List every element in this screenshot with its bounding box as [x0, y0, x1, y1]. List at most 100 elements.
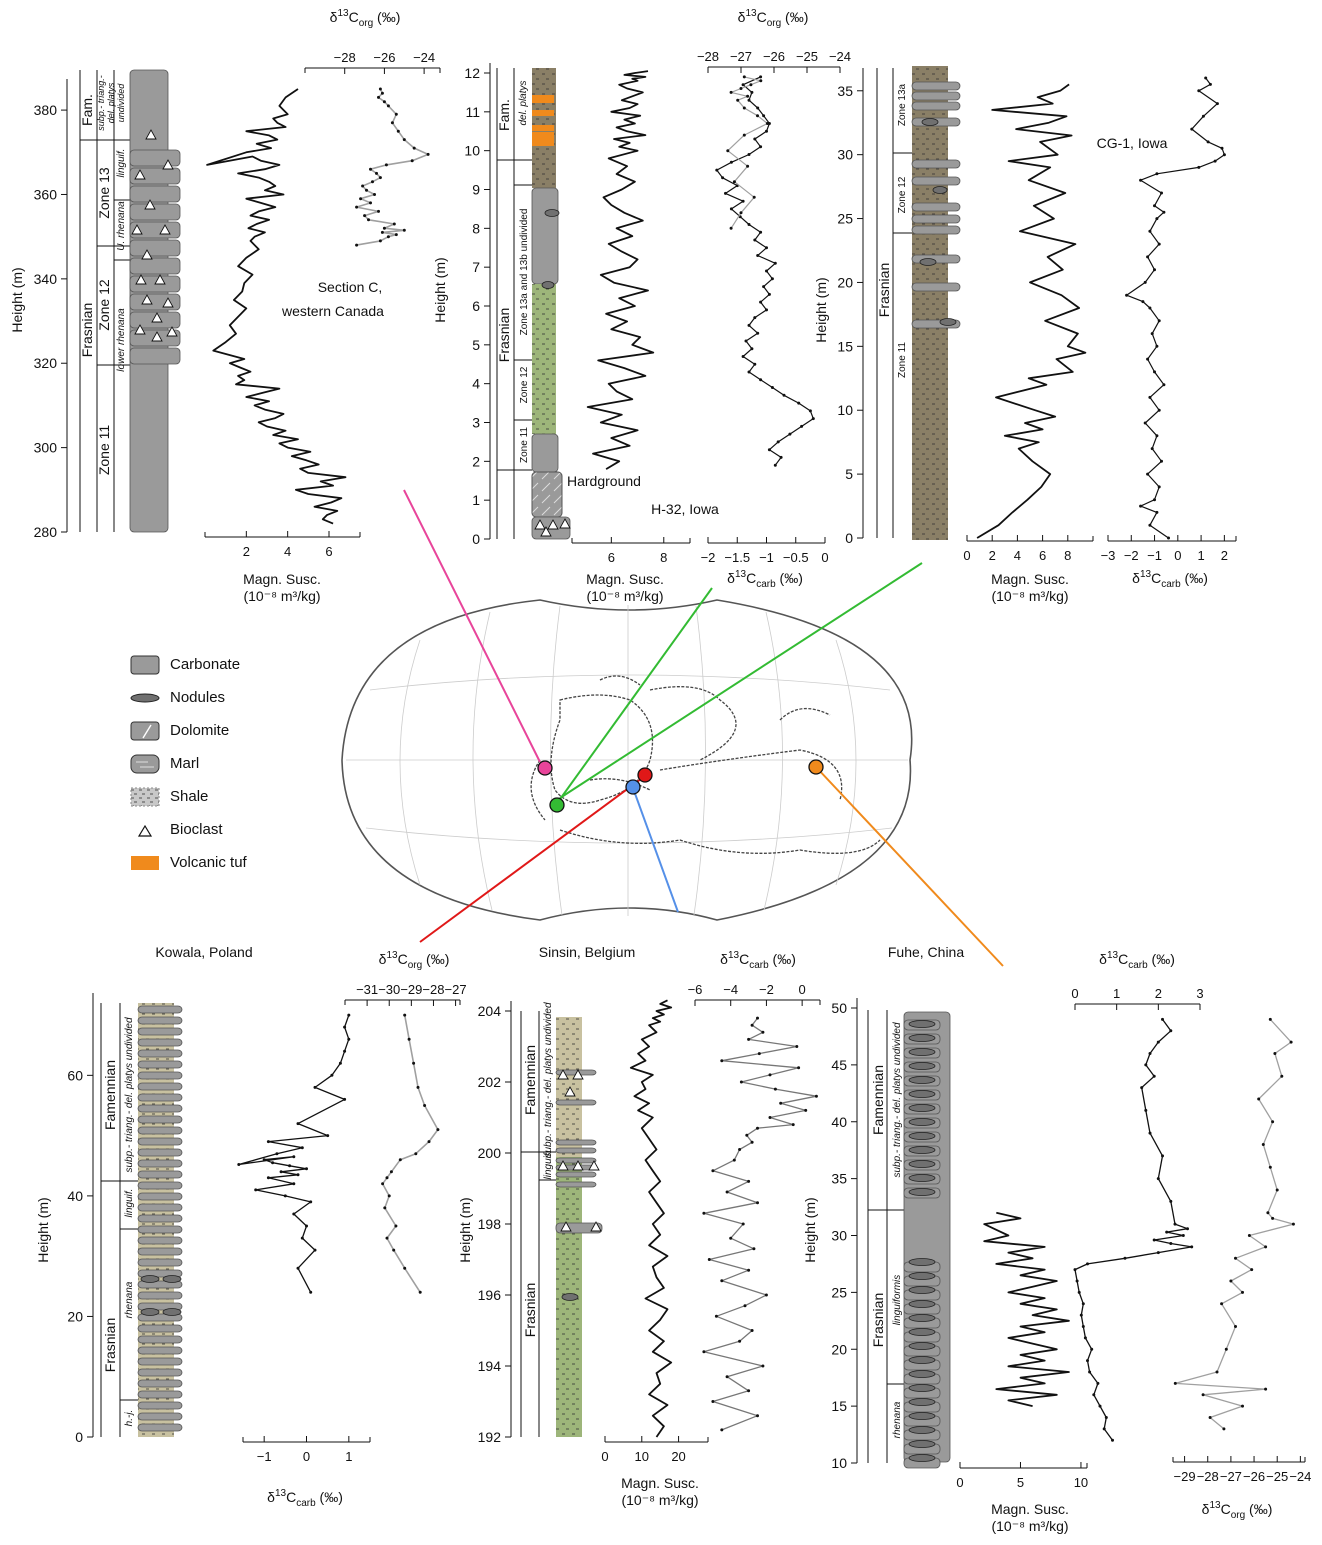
cg1-dccarb-point [1162, 210, 1166, 214]
h32-dccarb-point [767, 448, 771, 452]
h32-dccarb-point [811, 417, 815, 421]
cg1-lithology-column: 0 5 10 15 20 25 30 35 Height (m) Frasnian Zone 13a… [813, 66, 961, 546]
canada-dcorg-point [371, 180, 374, 184]
y-tick-label: 40 [831, 1114, 847, 1130]
sinsin-dccarb-point [750, 1329, 754, 1332]
cg1-dccarb-point [1150, 447, 1154, 451]
fuhe-dcorg-point [1266, 1211, 1270, 1215]
kowala-dccarb-point [296, 1173, 300, 1177]
legend-item-shale: Shale [130, 780, 290, 813]
fuhe-dccarb-point [1075, 1279, 1079, 1283]
carbonate-bed [129, 185, 181, 203]
fuhe-dccarb-point [1081, 1325, 1085, 1328]
fuhe-dccarb-point [1077, 1290, 1081, 1294]
y-tick-label: 7 [472, 259, 480, 275]
sinsin-dccarb-point [797, 1066, 801, 1070]
fuhe-dcorg-point [1220, 1302, 1224, 1306]
canada-title-l2: western Canada [281, 303, 384, 319]
kowala-dccarb-axis-title: δ13Ccarb (‰) [267, 1488, 343, 1509]
canada-dcorg-point [355, 205, 359, 209]
cg1-dccarb-point [1153, 370, 1156, 374]
cg1-title: CG-1, Iowa [1097, 135, 1168, 151]
h32-dccarb-point [779, 455, 783, 459]
nodule-icon [908, 1146, 936, 1154]
y-tick-label: 20 [831, 1341, 847, 1357]
x-tick-label: −1 [1147, 548, 1162, 563]
kowala-dcorg-point [412, 1061, 416, 1065]
fuhe-dccarb-point [1156, 1251, 1160, 1255]
stage-fam: Fam. [496, 99, 512, 131]
legend-label: Marl [170, 755, 200, 772]
fuhe-dcorg-point [1264, 1387, 1268, 1391]
fuhe-dccarb-point [1173, 1222, 1177, 1226]
marl-bed [911, 282, 961, 292]
legend-item-marl: Marl [130, 747, 290, 780]
h32-dccarb-point [750, 347, 754, 351]
cg1-dccarb-point [1148, 395, 1152, 399]
h32-dccarb-point [744, 339, 748, 343]
kowala-dccarb-point [343, 1025, 347, 1029]
sinsin-dccarb-point [764, 1293, 768, 1297]
marl-bed [137, 1291, 183, 1300]
marl-bed [137, 1060, 183, 1069]
marl-bed [555, 1181, 597, 1188]
sinsin-dccarb-point [779, 1101, 783, 1105]
fuhe-magn-group: 0 5 10 [956, 1211, 1088, 1490]
kowala-dccarb-point [292, 1212, 296, 1216]
y-tick-label: 198 [478, 1216, 502, 1232]
legend-item-bioclast: Bioclast [130, 813, 290, 846]
y-tick-label: 40 [67, 1188, 83, 1204]
cg1-dccarb-point [1146, 255, 1150, 259]
subzone-rhenana: rhenana [124, 1281, 135, 1318]
kowala-dcorg-point [398, 1158, 402, 1162]
fuhe-dccarb-point [1161, 1017, 1164, 1021]
stage-famennian: Famennian [102, 1060, 118, 1130]
kowala-dcorg-point [414, 1152, 418, 1156]
subzone-spt: undivided [116, 83, 126, 123]
cg1-magn-line [976, 83, 1087, 539]
h32-dccarb-point [753, 137, 757, 141]
stage-frasnian: Frasnian [522, 1283, 538, 1337]
fuhe-dccarb-point [1148, 1052, 1152, 1055]
canada-dcorg-axis-title: δ13Corg (‰) [330, 8, 401, 29]
x-tick-label: 3 [1196, 986, 1203, 1001]
canada-dcorg-point [378, 176, 382, 180]
y-tick-label: 45 [831, 1057, 847, 1073]
h32-dccarb-point [756, 106, 760, 110]
bioclast-icon [141, 294, 153, 305]
canada-dcorg-point [382, 100, 386, 104]
marl-bed [137, 1203, 183, 1212]
sinsin-dccarb-point [756, 1126, 759, 1130]
canada-dcorg-point [380, 91, 384, 95]
nodule-icon [908, 1440, 936, 1448]
h32-dccarb-point [765, 269, 768, 273]
cg1-dccarb-point [1155, 217, 1159, 221]
subzone-lower-rhenana: lower rhenana [116, 308, 127, 372]
x-tick-label: 2 [243, 544, 250, 559]
sinsin-dccarb-point [720, 1059, 724, 1063]
x-tick-label: −28 [422, 982, 444, 997]
h32-dcorg-point [742, 133, 746, 137]
marl-bed [911, 225, 961, 235]
cg1-dccarb-point [1197, 165, 1201, 169]
fuhe-dccarb-point [1144, 1063, 1148, 1067]
fuhe-title: Fuhe, China [888, 944, 964, 960]
sinsin-dccarb-point [725, 1375, 729, 1379]
fuhe-lithology-column: 10 15 20 25 30 35 40 45 50 Height (m) Frasnian Fame… [802, 998, 951, 1471]
kowala-dccarb-point [292, 1182, 296, 1186]
marker-canada [537, 760, 553, 776]
cg1-dccarb-point [1139, 178, 1143, 182]
sinsin-dccarb-point [747, 1179, 751, 1183]
marker-iowa [549, 797, 565, 813]
fuhe-dccarb-point [1090, 1347, 1094, 1351]
fuhe-dccarb-point [1111, 1438, 1114, 1442]
zone-13ab: Zone 13a and 13b undivided [519, 209, 530, 336]
sinsin-magn-group: 0 10 20 [601, 999, 709, 1464]
h32-dcorg-axis-title: δ13Corg (‰) [738, 8, 809, 29]
marl-bed [137, 1247, 183, 1256]
kowala-dcorg-point [423, 1104, 427, 1107]
marl-bed [137, 1379, 183, 1388]
cg1-dccarb-point [1157, 485, 1161, 489]
bioclast-icon [564, 1086, 576, 1097]
